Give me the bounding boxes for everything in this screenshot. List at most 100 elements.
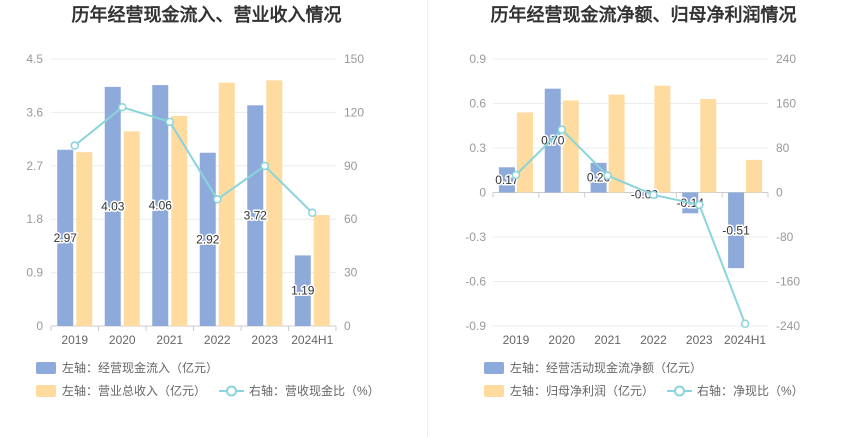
cash-inflow-data-label: 3.72: [244, 209, 268, 223]
legend-item-total-revenue[interactable]: 左轴：营业总收入（亿元）: [36, 384, 206, 398]
cash-inflow-data-label: 4.03: [101, 199, 125, 213]
net-cash-ratio-line: [515, 128, 747, 325]
x-tick-label: 2022: [204, 333, 231, 347]
legend-label: 右轴：营收现金比（%）: [249, 384, 380, 398]
y-left-tick-label: 0.9: [26, 266, 43, 280]
net-profit-bar: [516, 112, 533, 193]
y-right-tick-label: 90: [344, 159, 358, 173]
y-left-tick-label: 0.3: [469, 141, 486, 155]
y-left-tick-label: 1.8: [26, 212, 43, 226]
y-right-tick-label: -80: [776, 230, 794, 244]
y-left-tick-label: 3.6: [26, 105, 43, 119]
y-left-tick-label: 0.6: [469, 97, 486, 111]
legend-item-net-operating-cash-flow[interactable]: 左轴：经营活动现金流净额（亿元）: [484, 361, 702, 375]
y-right-tick-label: 0: [344, 319, 351, 333]
x-tick-label: 2023: [686, 333, 713, 347]
cash-revenue-ratio-point: [118, 102, 127, 112]
y-left-tick-label: 0.9: [469, 52, 486, 66]
total-revenue-bar: [313, 215, 330, 326]
net-cash-ratio-point: [511, 170, 521, 180]
net-operating-cash-flow-bar: [498, 167, 515, 193]
net-cash-ratio-point: [695, 200, 704, 210]
y-left-tick-label: -0.6: [465, 275, 486, 289]
cash-inflow-data-label: 1.19: [291, 284, 315, 298]
legend-line-point: [674, 385, 685, 397]
legend-swatch-total-revenue: [36, 385, 56, 397]
net-profit-bar: [562, 100, 579, 193]
x-tick-label: 2020: [109, 333, 136, 347]
x-tick-label: 2023: [251, 333, 278, 347]
cash-revenue-ratio-point: [165, 117, 174, 127]
x-tick-label: 2024H1: [291, 333, 333, 347]
legend-label: 右轴：净现比（%）: [697, 384, 804, 398]
line-marker-icon: [219, 385, 244, 397]
y-left-tick-label: -0.3: [465, 230, 486, 244]
total-revenue-bar: [123, 131, 140, 326]
legend-label: 左轴：营业总收入（亿元）: [62, 384, 207, 398]
line-marker-icon: [667, 385, 692, 397]
y-right-tick-label: 80: [776, 141, 790, 155]
y-left-tick-label: 0: [479, 186, 486, 200]
y-right-tick-label: -240: [776, 319, 800, 333]
y-left-tick-label: 2.7: [26, 159, 43, 173]
chart-title: 历年经营现金流净额、归母净利润情况: [490, 5, 797, 25]
legend-swatch-net-operating-cash-flow: [484, 362, 504, 374]
total-revenue-bar: [266, 80, 283, 326]
y-right-tick-label: 160: [776, 97, 796, 111]
legend-label: 左轴：归母净利润（亿元）: [510, 384, 655, 398]
y-right-tick-label: -160: [776, 275, 800, 289]
net-cash-ratio-point: [740, 319, 750, 329]
y-right-tick-label: 0: [776, 186, 783, 200]
cash-revenue-ratio-point: [260, 161, 269, 171]
y-right-tick-label: 240: [776, 52, 796, 66]
x-tick-label: 2022: [640, 333, 667, 347]
x-tick-label: 2019: [61, 333, 88, 347]
y-left-tick-label: -0.9: [465, 319, 486, 333]
cash-inflow-revenue-chart: 0 0.9 1.8 2.7 3.6 4.5 0 30 60 90 120 150 2019 2020 202…: [26, 52, 364, 347]
net-cash-flow-profit-chart: -0.9 -0.6 -0.3 0 0.3 0.6 0.9 -240 -160 -80 0 80 160 2…: [465, 52, 800, 347]
net-cash-ratio-point: [603, 171, 612, 180]
cash-inflow-bar: [247, 105, 264, 326]
cash-revenue-ratio-point: [308, 208, 317, 218]
net-profit-bar: [608, 94, 625, 193]
net-operating-cash-flow-bar: [636, 192, 653, 197]
legend-line-point: [226, 385, 237, 397]
legend-swatch-net-profit: [484, 385, 504, 397]
net-operating-cash-flow-bar: [544, 88, 561, 193]
cash-inflow-bar: [152, 85, 169, 327]
cash-inflow-data-label: 2.92: [196, 232, 220, 246]
net-profit-bar: [746, 159, 763, 193]
cash-inflow-revenue-panel: 历年经营现金流入、营业收入情况 0 0.9 1.8 2.7 3.6 4.5 0 30 60 90 1…: [26, 5, 380, 398]
x-tick-label: 2019: [503, 333, 530, 347]
cash-inflow-data-label: 2.97: [54, 231, 78, 245]
legend-swatch-cash-inflow: [36, 362, 56, 374]
legend-label: 左轴：经营活动现金流净额（亿元）: [510, 361, 703, 375]
legend-item-cash-revenue-ratio[interactable]: 右轴：营收现金比（%）: [219, 384, 380, 398]
net-profit-bar: [700, 99, 717, 193]
chart-title: 历年经营现金流入、营业收入情况: [71, 5, 342, 25]
net-cash-ratio-point: [649, 190, 658, 200]
y-right-tick-label: 30: [344, 266, 358, 280]
net-operating-cash-flow-data-label: -0.51: [722, 223, 750, 237]
cash-inflow-data-label: 4.06: [149, 199, 173, 213]
cash-revenue-ratio-point: [70, 141, 79, 150]
x-tick-label: 2020: [548, 333, 575, 347]
y-left-tick-label: 4.5: [26, 52, 43, 66]
total-revenue-bar: [171, 115, 188, 327]
x-tick-label: 2021: [594, 333, 621, 347]
total-revenue-bar: [76, 152, 93, 326]
net-profit-bar: [654, 85, 671, 193]
y-right-tick-label: 60: [344, 212, 358, 226]
total-revenue-bar: [218, 82, 235, 326]
x-tick-label: 2021: [156, 333, 183, 347]
legend-item-net-profit[interactable]: 左轴：归母净利润（亿元）: [484, 384, 654, 398]
x-tick-label: 2024H1: [724, 333, 766, 347]
net-cash-ratio-point: [557, 125, 566, 134]
cash-inflow-bar: [104, 86, 121, 327]
y-right-tick-label: 120: [344, 105, 364, 119]
cash-inflow-bar: [294, 255, 311, 326]
legend-item-cash-inflow[interactable]: 左轴：经营现金流入（亿元）: [36, 361, 218, 375]
legend-item-net-cash-ratio[interactable]: 右轴：净现比（%）: [667, 384, 804, 398]
y-right-tick-label: 150: [344, 52, 364, 66]
net-operating-cash-flow-bar: [728, 192, 745, 269]
